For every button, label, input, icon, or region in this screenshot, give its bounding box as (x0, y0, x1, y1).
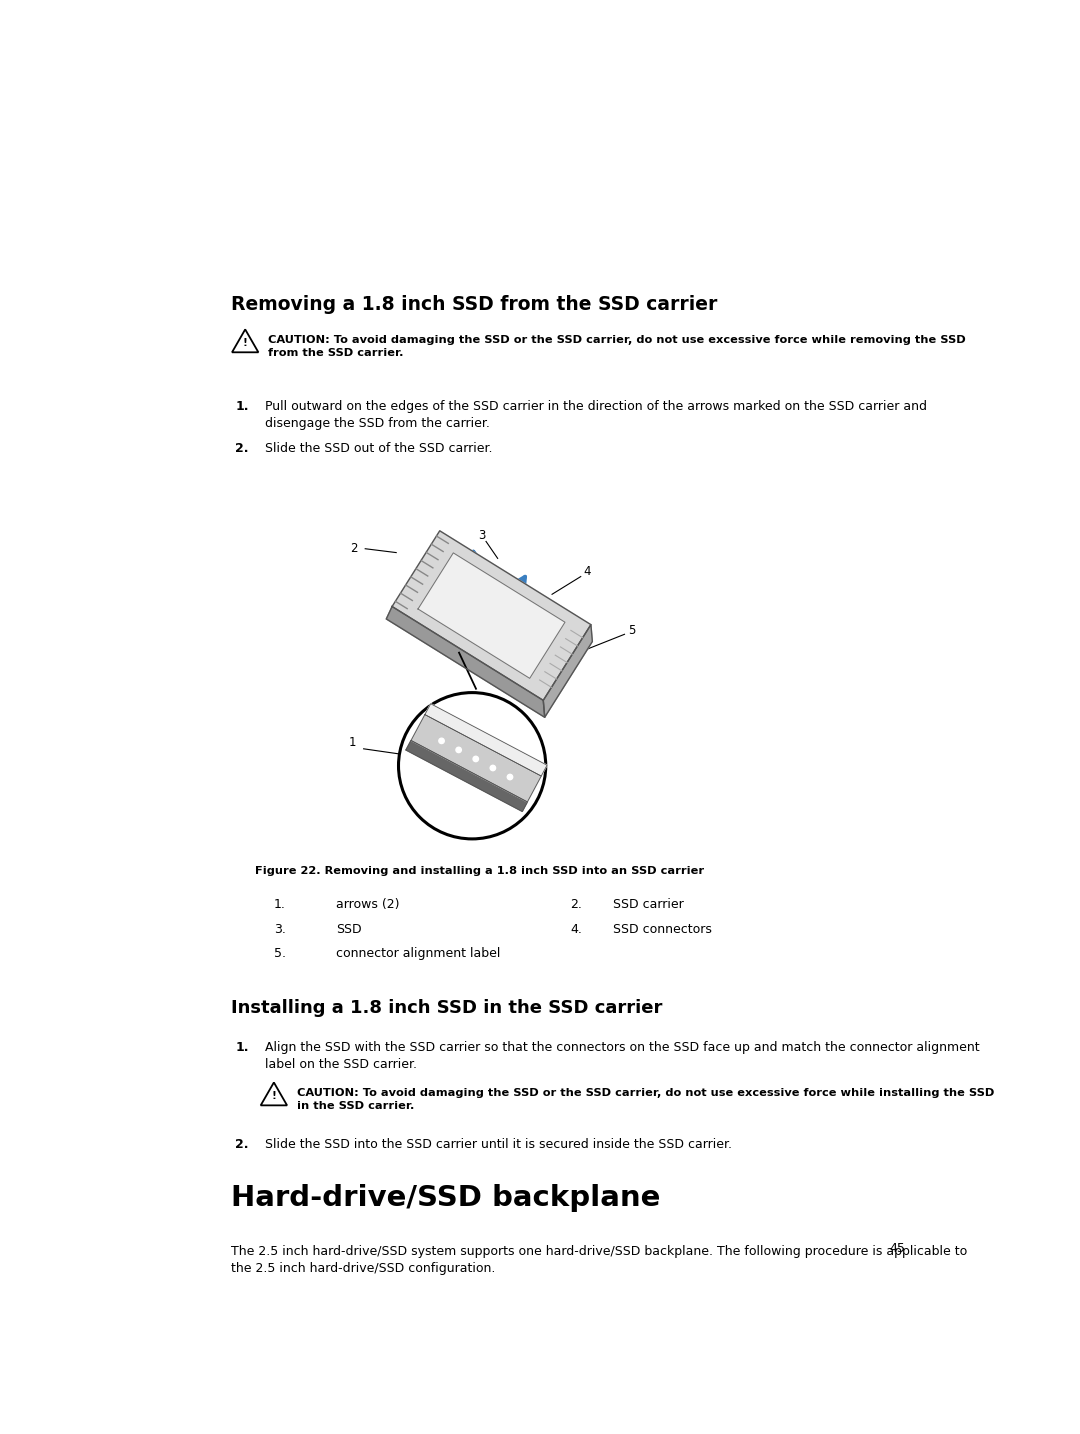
Polygon shape (424, 704, 548, 776)
Polygon shape (418, 554, 565, 678)
Text: 5: 5 (629, 624, 636, 637)
Circle shape (456, 747, 461, 753)
Text: Hard-drive/SSD backplane: Hard-drive/SSD backplane (231, 1184, 661, 1212)
Text: 4: 4 (583, 565, 591, 578)
Text: 1.: 1. (235, 400, 248, 413)
Polygon shape (406, 740, 527, 812)
Text: 1.: 1. (274, 898, 286, 911)
Text: 45: 45 (889, 1242, 905, 1255)
Text: !: ! (271, 1091, 276, 1101)
Polygon shape (543, 625, 592, 717)
Polygon shape (392, 531, 591, 700)
Circle shape (490, 766, 496, 770)
Text: SSD carrier: SSD carrier (612, 898, 684, 911)
Text: 2.: 2. (570, 898, 582, 911)
Text: 3.: 3. (274, 923, 286, 936)
Text: CAUTION: To avoid damaging the SSD or the SSD carrier, do not use excessive forc: CAUTION: To avoid damaging the SSD or th… (269, 334, 967, 357)
Text: SSD: SSD (336, 923, 362, 936)
Text: Slide the SSD out of the SSD carrier.: Slide the SSD out of the SSD carrier. (265, 442, 492, 456)
Text: Pull outward on the edges of the SSD carrier in the direction of the arrows mark: Pull outward on the edges of the SSD car… (265, 400, 927, 430)
Text: Installing a 1.8 inch SSD in the SSD carrier: Installing a 1.8 inch SSD in the SSD car… (231, 999, 663, 1017)
Text: 2: 2 (350, 542, 357, 555)
Text: Align the SSD with the SSD carrier so that the connectors on the SSD face up and: Align the SSD with the SSD carrier so th… (265, 1041, 980, 1071)
Text: Removing a 1.8 inch SSD from the SSD carrier: Removing a 1.8 inch SSD from the SSD car… (231, 294, 717, 314)
Circle shape (508, 774, 513, 780)
Text: 2.: 2. (235, 1137, 248, 1150)
Circle shape (438, 739, 444, 744)
Text: !: ! (243, 338, 247, 348)
Polygon shape (387, 607, 544, 717)
Circle shape (473, 756, 478, 761)
Text: 3: 3 (478, 529, 486, 542)
Text: arrows (2): arrows (2) (336, 898, 400, 911)
Text: Slide the SSD into the SSD carrier until it is secured inside the SSD carrier.: Slide the SSD into the SSD carrier until… (265, 1137, 732, 1150)
Polygon shape (411, 714, 541, 802)
Text: 2.: 2. (235, 442, 248, 456)
Text: SSD connectors: SSD connectors (612, 923, 712, 936)
Text: 5.: 5. (274, 948, 286, 961)
Circle shape (399, 693, 545, 839)
Text: The 2.5 inch hard-drive/SSD system supports one hard-drive/SSD backplane. The fo: The 2.5 inch hard-drive/SSD system suppo… (231, 1246, 968, 1275)
Text: 1.: 1. (235, 1041, 248, 1054)
Text: 4.: 4. (570, 923, 582, 936)
Text: CAUTION: To avoid damaging the SSD or the SSD carrier, do not use excessive forc: CAUTION: To avoid damaging the SSD or th… (297, 1087, 995, 1111)
Text: Figure 22. Removing and installing a 1.8 inch SSD into an SSD carrier: Figure 22. Removing and installing a 1.8… (255, 866, 704, 876)
Text: 1: 1 (348, 736, 355, 749)
Text: connector alignment label: connector alignment label (336, 948, 500, 961)
